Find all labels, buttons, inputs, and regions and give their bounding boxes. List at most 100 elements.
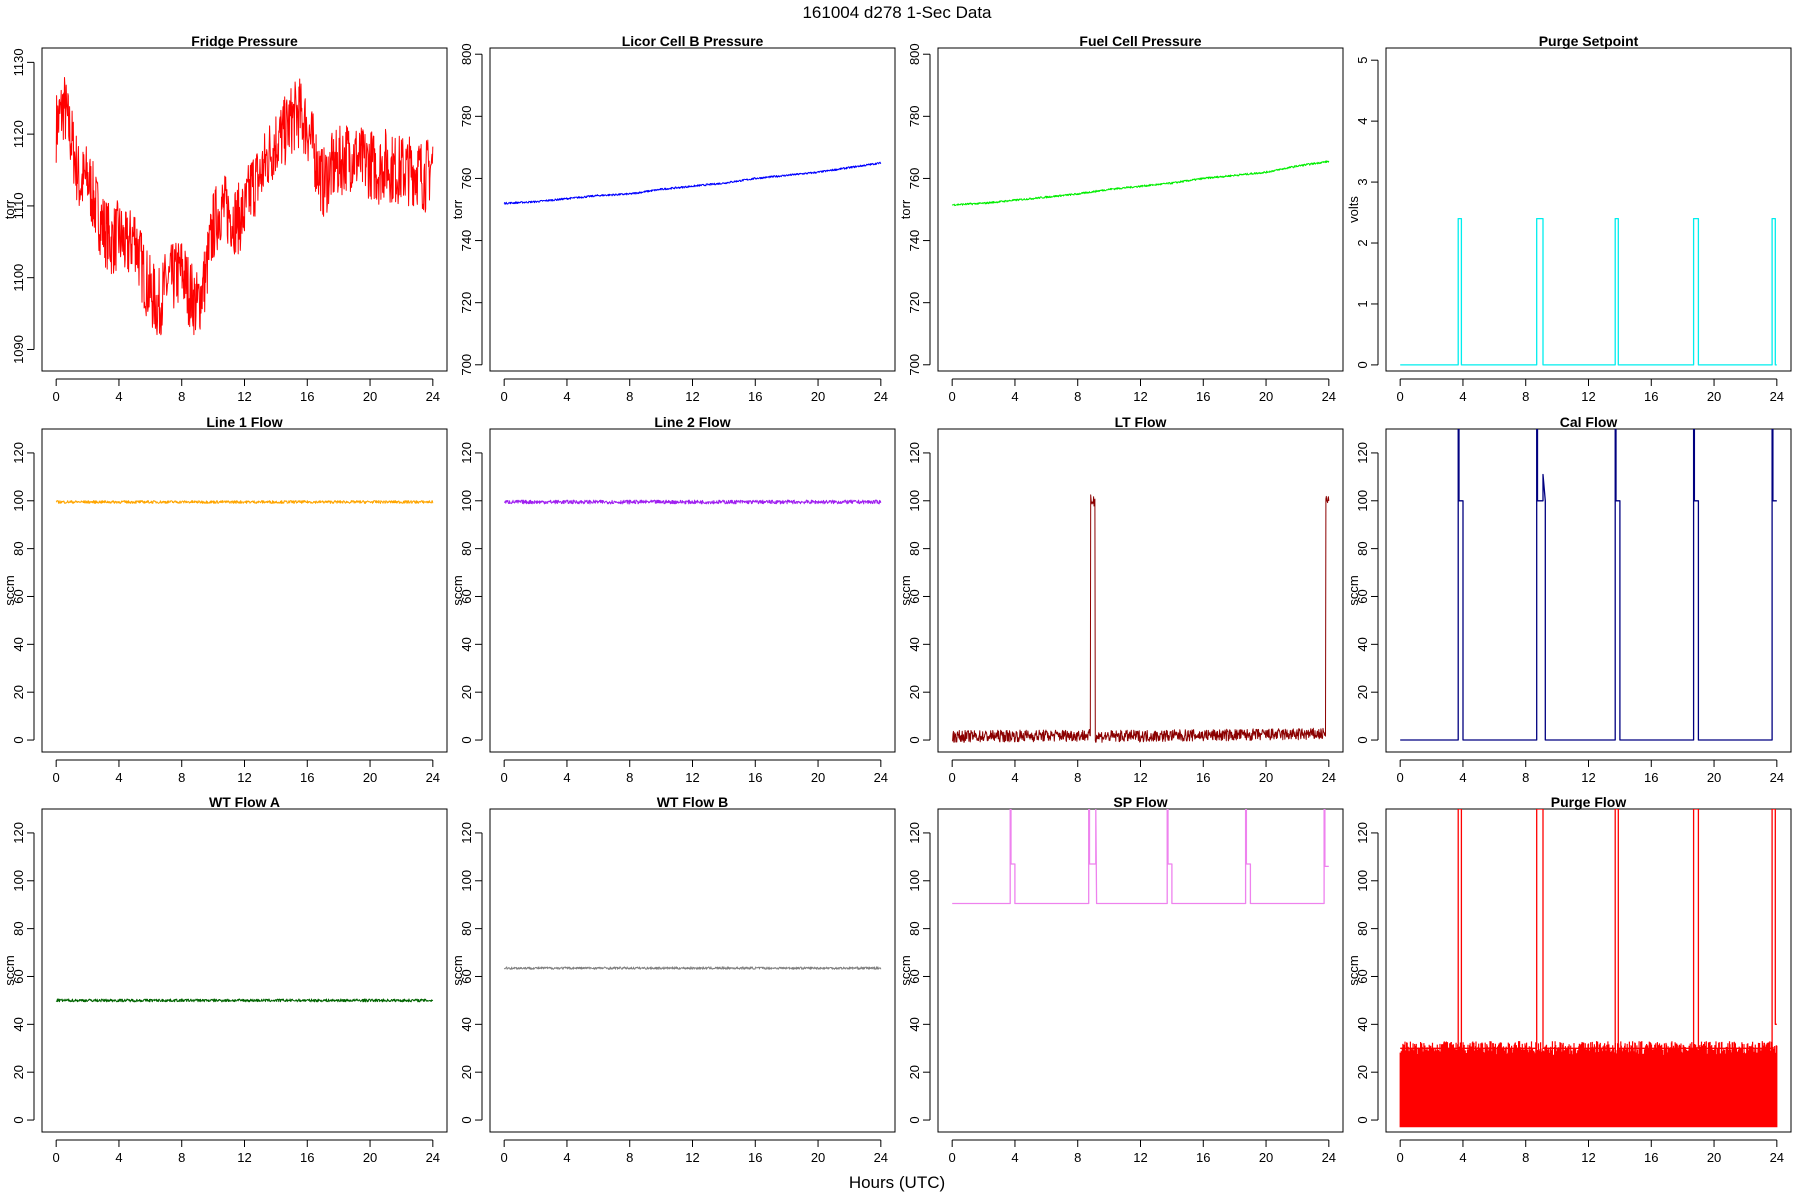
series-line	[1400, 217, 1777, 366]
panel-title: Line 1 Flow	[206, 414, 282, 430]
y-tick-label: 80	[907, 921, 922, 935]
plot-frame	[489, 47, 896, 372]
x-tick-label: 12	[237, 1150, 251, 1165]
plot-frame	[1385, 808, 1792, 1133]
x-tick-label: 20	[363, 389, 377, 404]
x-axis: 0 4 8 12 16 20 24	[949, 378, 1336, 404]
panel-title: Line 2 Flow	[654, 414, 730, 430]
y-tick-label: 780	[907, 105, 922, 127]
panel-title: Fuel Cell Pressure	[1079, 33, 1201, 49]
x-tick-label: 4	[1459, 770, 1466, 785]
y-tick-label: 100	[459, 870, 474, 892]
y-axis: 0 20 40 60 80 100 120	[1355, 442, 1379, 744]
y-tick-label: 120	[1355, 822, 1370, 844]
y-axis: 700 720 740 760 780 800	[459, 43, 483, 376]
x-tick-label: 12	[685, 389, 699, 404]
x-tick-label: 20	[363, 770, 377, 785]
y-tick-label: 60	[11, 969, 26, 983]
y-tick-label: 780	[459, 105, 474, 127]
panel-0: Fridge Pressure torr 0 4 8 12 16 20 24 1090 1100 11…	[2, 33, 448, 404]
y-tick-label: 40	[459, 637, 474, 651]
y-tick-label: 100	[459, 490, 474, 512]
series-band	[1399, 1041, 1778, 1128]
x-tick-label: 4	[563, 770, 570, 785]
x-axis: 0 4 8 12 16 20 24	[501, 759, 888, 785]
plot-frame	[41, 47, 448, 372]
y-axis: 700 720 740 760 780 800	[907, 43, 931, 376]
y-tick-label: 80	[459, 921, 474, 935]
plot-frame	[937, 47, 1344, 372]
series-line	[952, 494, 1330, 743]
x-tick-label: 12	[685, 1150, 699, 1165]
y-axis-label: torr	[2, 199, 17, 219]
y-tick-label: 80	[11, 921, 26, 935]
x-tick-label: 4	[1459, 1150, 1466, 1165]
x-tick-label: 20	[811, 1150, 825, 1165]
x-tick-label: 4	[563, 1150, 570, 1165]
y-axis: 0 20 40 60 80 100 120	[11, 442, 35, 744]
y-axis-label: sccm	[450, 955, 465, 985]
y-axis-label: sccm	[2, 575, 17, 605]
y-tick-label: 0	[1355, 1116, 1370, 1123]
x-tick-label: 0	[949, 389, 956, 404]
x-tick-label: 8	[1522, 389, 1529, 404]
panel-6: LT Flow sccm 0 4 8 12 16 20 24 0 20 40 60 80 100 120	[898, 414, 1344, 785]
y-tick-label: 20	[1355, 1065, 1370, 1079]
x-tick-label: 24	[1770, 770, 1784, 785]
panel-7: Cal Flow sccm 0 4 8 12 16 20 24 0 20 40 60 80 100 120	[1346, 414, 1792, 785]
y-tick-label: 700	[907, 354, 922, 376]
x-tick-label: 12	[1581, 389, 1595, 404]
x-tick-label: 12	[1133, 389, 1147, 404]
panel-8: WT Flow A sccm 0 4 8 12 16 20 24 0 20 40 60 80 100 120	[2, 794, 448, 1165]
y-tick-label: 20	[907, 1065, 922, 1079]
x-axis: 0 4 8 12 16 20 24	[949, 1139, 1336, 1165]
x-tick-label: 12	[237, 389, 251, 404]
x-tick-label: 8	[1074, 770, 1081, 785]
y-tick-label: 1090	[11, 335, 26, 364]
panel-title: WT Flow B	[657, 794, 729, 810]
series	[1399, 809, 1778, 1128]
x-tick-label: 0	[501, 770, 508, 785]
panel-10: SP Flow sccm 0 4 8 12 16 20 24 0 20 40 60 80 100 120	[898, 794, 1344, 1165]
y-tick-label: 40	[907, 637, 922, 651]
panel-4: Line 1 Flow sccm 0 4 8 12 16 20 24 0 20 40 60 80 100 12…	[2, 414, 448, 785]
x-tick-label: 8	[626, 770, 633, 785]
x-tick-label: 24	[1770, 389, 1784, 404]
y-tick-label: 40	[1355, 1017, 1370, 1031]
y-axis-label: torr	[450, 199, 465, 219]
y-tick-label: 0	[459, 736, 474, 743]
y-tick-label: 1110	[11, 192, 26, 219]
y-tick-label: 60	[907, 589, 922, 603]
x-tick-label: 16	[1196, 1150, 1210, 1165]
x-tick-label: 4	[563, 389, 570, 404]
y-axis-label: sccm	[1346, 575, 1361, 605]
y-axis: 0 20 40 60 80 100 120	[11, 822, 35, 1124]
series	[952, 494, 1330, 743]
y-tick-label: 20	[459, 1065, 474, 1079]
y-tick-label: 120	[907, 822, 922, 844]
y-tick-label: 40	[907, 1017, 922, 1031]
series	[503, 161, 882, 205]
x-tick-label: 4	[115, 1150, 122, 1165]
series	[951, 160, 1330, 207]
y-axis: 0 20 40 60 80 100 120	[459, 822, 483, 1124]
y-tick-label: 120	[11, 822, 26, 844]
y-tick-label: 80	[1355, 921, 1370, 935]
y-axis-label: sccm	[450, 575, 465, 605]
y-tick-label: 20	[1355, 685, 1370, 699]
y-tick-label: 60	[1355, 969, 1370, 983]
series-line	[503, 499, 882, 505]
y-tick-label: 20	[459, 685, 474, 699]
x-tick-label: 16	[1644, 1150, 1658, 1165]
y-tick-label: 720	[907, 292, 922, 314]
y-tick-label: 0	[459, 1116, 474, 1123]
y-tick-label: 40	[11, 1017, 26, 1031]
x-tick-label: 12	[1133, 1150, 1147, 1165]
x-tick-label: 4	[115, 389, 122, 404]
y-tick-label: 5	[1355, 57, 1370, 64]
x-tick-label: 24	[1322, 389, 1336, 404]
x-tick-label: 4	[1459, 389, 1466, 404]
series-line	[55, 998, 434, 1003]
